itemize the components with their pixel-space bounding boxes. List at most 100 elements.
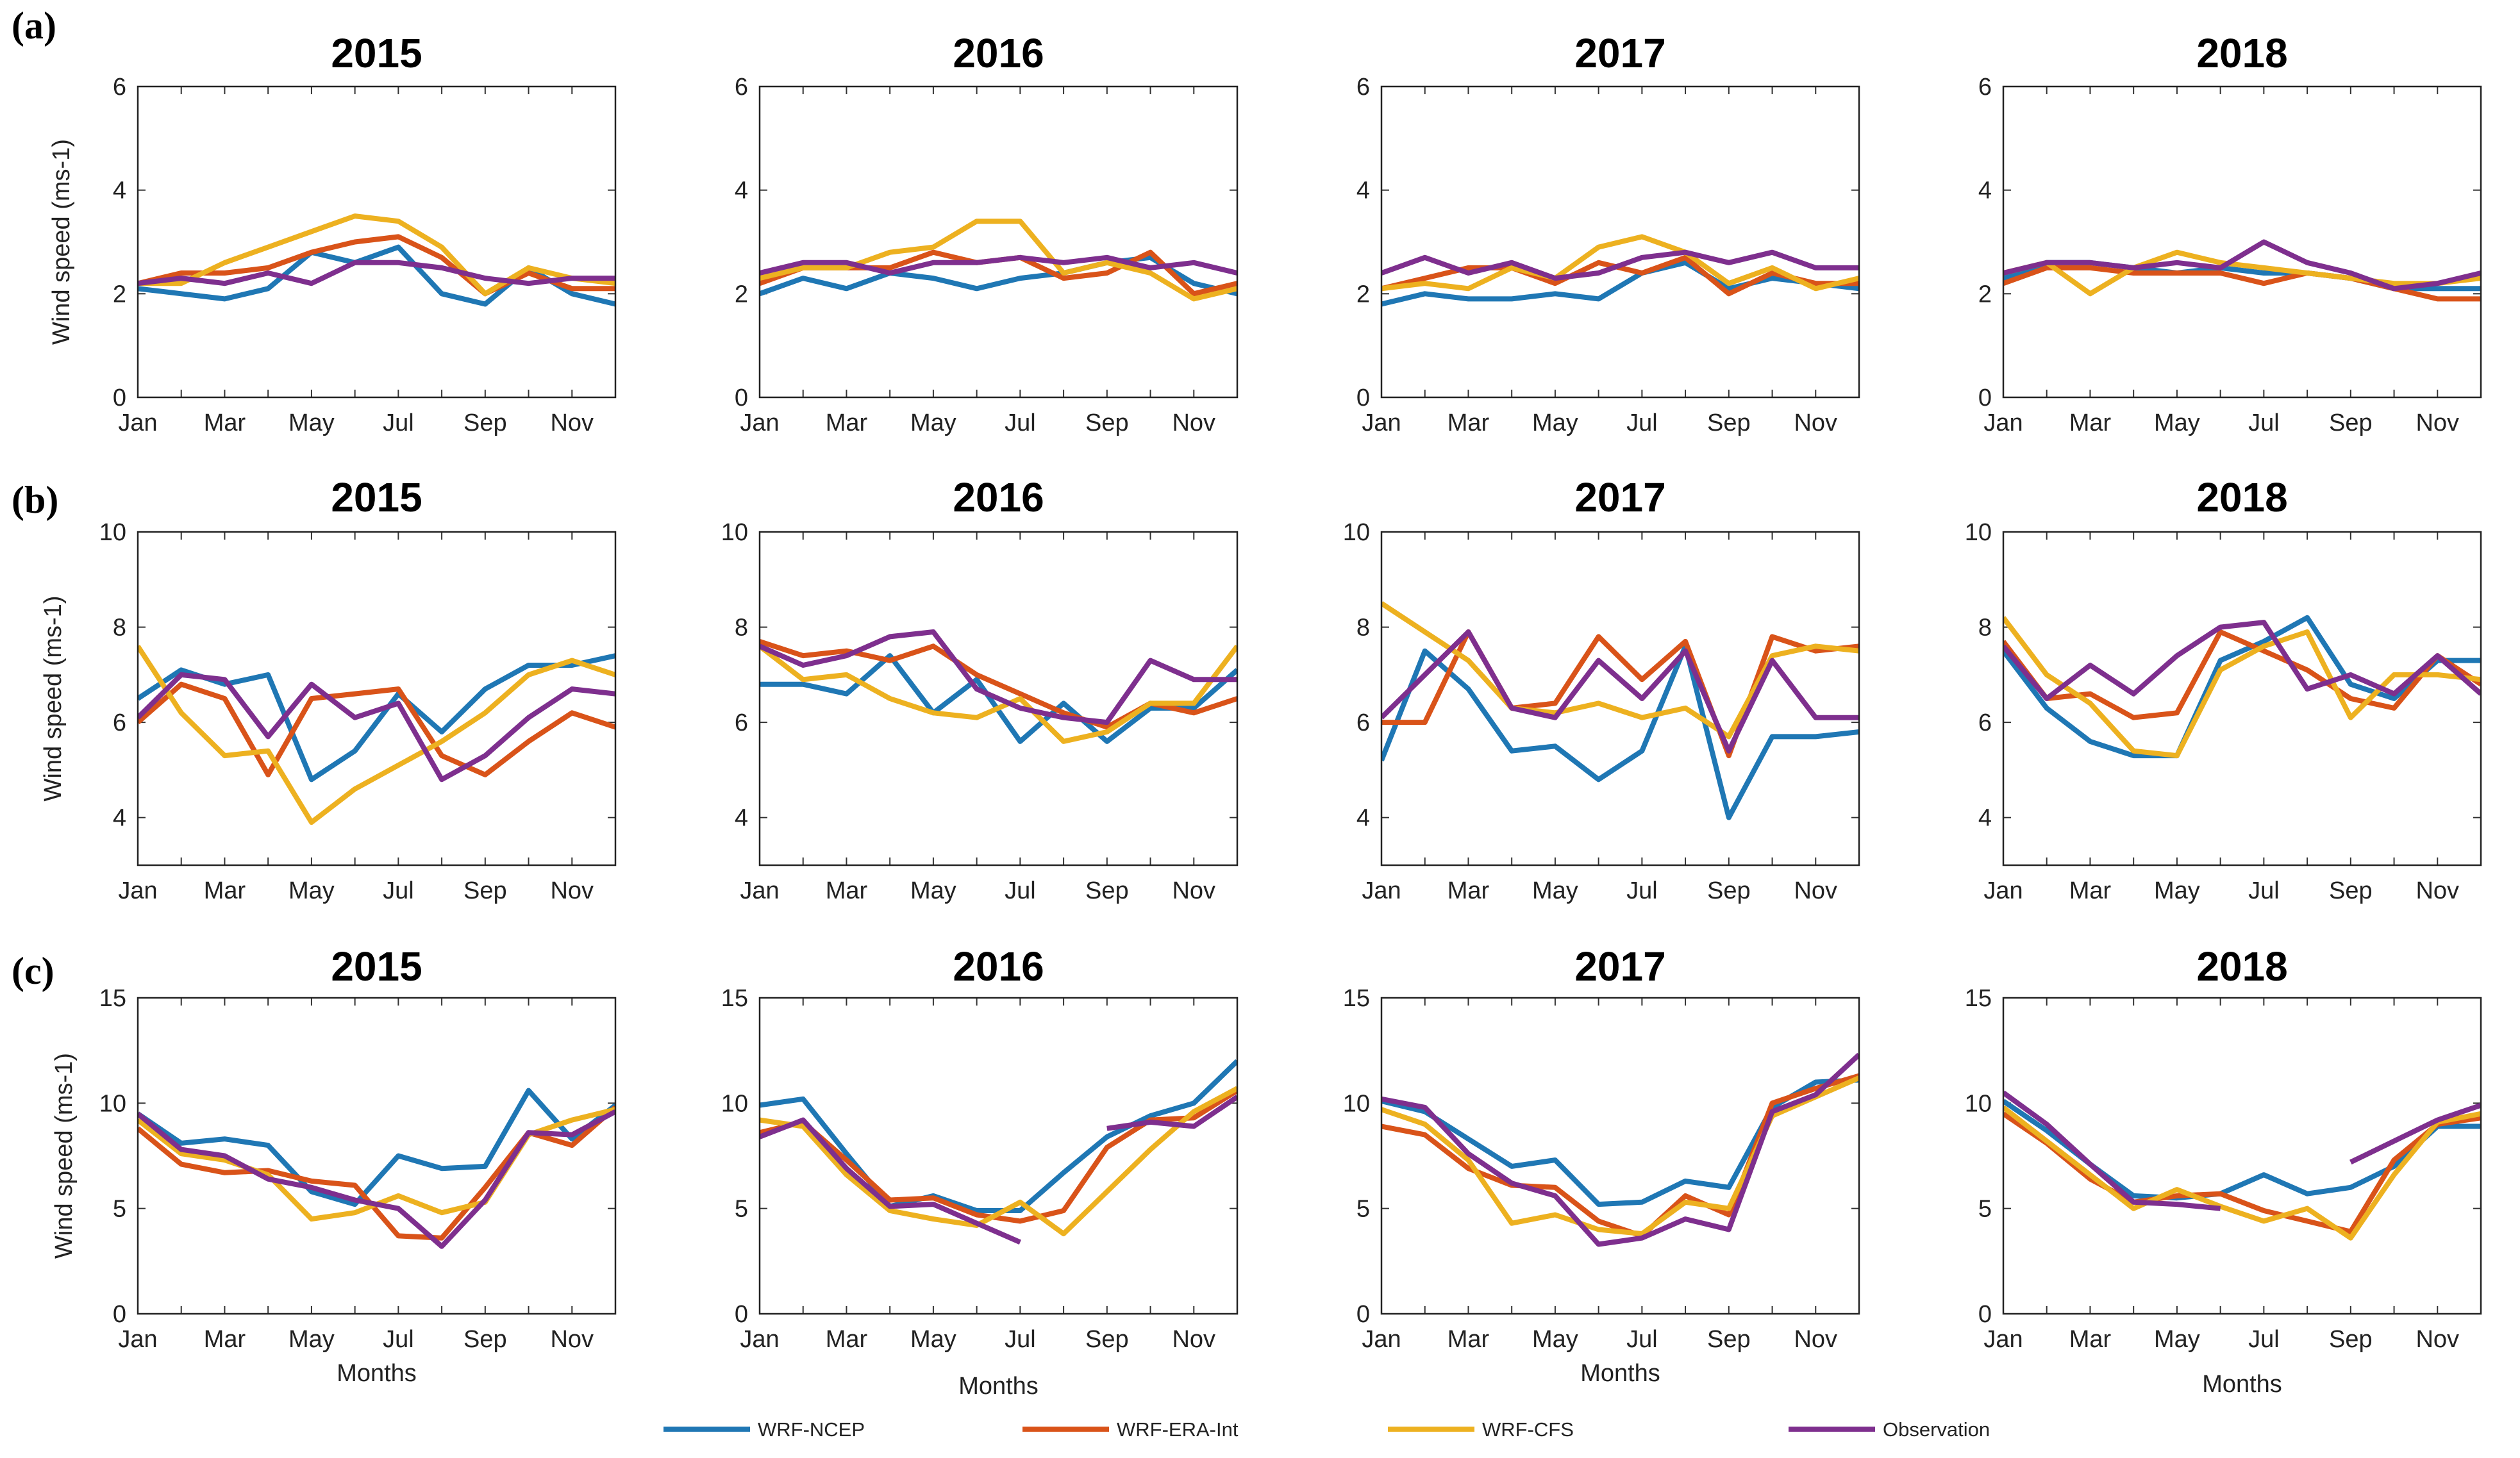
x-tick-label: Mar bbox=[2069, 410, 2112, 436]
series-line-wrf-cfs bbox=[1381, 234, 1859, 292]
y-tick-label: 6 bbox=[1978, 74, 1992, 101]
series-line-wrf-ncep bbox=[1381, 643, 1859, 820]
panel-b-2015: 2015 4 6 8 10 Jan Mar May Jul Sep Nov Wind speed (m… bbox=[40, 474, 617, 904]
x-tick-label: May bbox=[910, 877, 956, 904]
y-tick-label: 0 bbox=[1356, 385, 1370, 411]
x-tick-label: Sep bbox=[463, 1326, 507, 1353]
x-tick-label: Nov bbox=[2416, 877, 2459, 904]
x-tick-label: Sep bbox=[463, 410, 507, 436]
y-tick-label: 2 bbox=[113, 281, 126, 308]
panel-title: 2015 bbox=[331, 30, 422, 76]
x-tick-label: Jan bbox=[740, 1326, 779, 1353]
row-label-b: (b) bbox=[12, 479, 58, 521]
x-axis-label: Months bbox=[2202, 1371, 2282, 1398]
series-line-observation bbox=[2003, 1090, 2481, 1211]
y-tick-label: 6 bbox=[113, 709, 126, 736]
y-tick-label: 10 bbox=[99, 519, 126, 546]
series-line-wrf-ncep bbox=[138, 1088, 615, 1207]
x-tick-label: Sep bbox=[2329, 877, 2373, 904]
x-tick-label: Jul bbox=[1005, 877, 1036, 904]
x-axis-label: Months bbox=[958, 1373, 1039, 1400]
panel-c-2016: 2016 0 5 10 15 Jan Mar May Jul Sep Nov Months bbox=[721, 943, 1239, 1400]
y-tick-label: 6 bbox=[1978, 709, 1992, 736]
series-line-wrf-era-int bbox=[2003, 265, 2481, 302]
x-tick-label: Jan bbox=[1983, 410, 2023, 436]
x-tick-label: Jul bbox=[1626, 410, 1658, 436]
x-tick-label: Jul bbox=[2248, 877, 2280, 904]
plot-frame bbox=[2002, 531, 2482, 866]
panel-c-2018: 2018 0 5 10 15 Jan Mar May Jul Sep Nov Months bbox=[1965, 943, 2482, 1398]
x-tick-label: Nov bbox=[2416, 410, 2459, 436]
series-line-wrf-cfs bbox=[2003, 1105, 2481, 1241]
y-tick-label: 4 bbox=[735, 178, 748, 204]
y-tick-label: 10 bbox=[1965, 1090, 1992, 1117]
x-tick-label: May bbox=[2154, 410, 2200, 436]
series-line-wrf-ncep bbox=[2003, 615, 2481, 759]
series-line-observation bbox=[138, 1109, 615, 1249]
y-tick-label: 8 bbox=[1978, 615, 1992, 642]
plot-frame bbox=[137, 85, 617, 399]
series-line-observation bbox=[1381, 249, 1859, 281]
series-line-wrf-ncep bbox=[138, 653, 615, 783]
row-label-a: (a) bbox=[12, 4, 56, 47]
y-tick-label: 8 bbox=[735, 615, 748, 642]
legend-label-wrf-era-int: WRF-ERA-Int bbox=[1117, 1418, 1239, 1441]
plot-frame bbox=[758, 85, 1239, 399]
y-tick-label: 5 bbox=[1978, 1196, 1992, 1223]
y-tick-label: 2 bbox=[735, 281, 748, 308]
x-tick-label: May bbox=[288, 1326, 335, 1353]
plot-frame bbox=[758, 531, 1239, 866]
panel-title: 2016 bbox=[953, 474, 1044, 520]
x-tick-label: Jan bbox=[1362, 877, 1401, 904]
y-tick-label: 4 bbox=[1978, 805, 1992, 832]
series-line-wrf-era-int bbox=[1381, 629, 1859, 759]
x-tick-label: Sep bbox=[1085, 1326, 1129, 1353]
x-tick-label: Jul bbox=[383, 410, 414, 436]
series-line-wrf-era-int bbox=[2003, 629, 2481, 720]
panel-title: 2015 bbox=[331, 474, 422, 520]
y-tick-label: 4 bbox=[1356, 178, 1370, 204]
panel-c-2015: 2015 0 5 10 15 Jan Mar May Jul Sep Nov Wind speed (… bbox=[51, 943, 617, 1387]
panel-title: 2017 bbox=[1574, 474, 1665, 520]
series-line-wrf-cfs bbox=[138, 645, 615, 825]
x-tick-label: Jul bbox=[1005, 1326, 1036, 1353]
y-tick-label: 0 bbox=[735, 385, 748, 411]
y-tick-label: 2 bbox=[1356, 281, 1370, 308]
y-tick-label: 0 bbox=[1356, 1301, 1370, 1328]
series-line-wrf-ncep bbox=[1381, 260, 1859, 307]
series-line-observation bbox=[2003, 620, 2481, 701]
panel-title: 2018 bbox=[2196, 943, 2287, 990]
series-line-wrf-cfs bbox=[1381, 601, 1859, 740]
x-tick-label: Sep bbox=[1707, 410, 1751, 436]
x-axis-label: Months bbox=[337, 1360, 417, 1387]
y-tick-label: 8 bbox=[1356, 615, 1370, 642]
series-line-observation bbox=[760, 1095, 1237, 1245]
x-tick-label: May bbox=[2154, 877, 2200, 904]
x-tick-label: Sep bbox=[1707, 877, 1751, 904]
x-tick-label: Sep bbox=[2329, 410, 2373, 436]
series-line-wrf-era-int bbox=[138, 234, 615, 297]
x-tick-label: May bbox=[288, 410, 335, 436]
series-line-observation bbox=[2003, 239, 2481, 292]
y-tick-label: 0 bbox=[113, 385, 126, 411]
panel-a-2016: 2016 0 2 4 6 Jan Mar May Jul Sep Nov bbox=[735, 30, 1239, 436]
row-label-c: (c) bbox=[12, 950, 54, 992]
series-line-wrf-era-int bbox=[1381, 1073, 1859, 1239]
panel-title: 2017 bbox=[1574, 943, 1665, 990]
legend-label-wrf-ncep: WRF-NCEP bbox=[758, 1418, 865, 1441]
panel-b-2017: 2017 4 6 8 10 Jan Mar May Jul Sep Nov bbox=[1343, 474, 1860, 904]
x-tick-label: Nov bbox=[550, 877, 594, 904]
y-tick-label: 10 bbox=[1343, 1090, 1370, 1117]
x-tick-label: Jan bbox=[1983, 877, 2023, 904]
panel-a-2017: 2017 0 2 4 6 Jan Mar May Jul Sep Nov bbox=[1356, 30, 1860, 436]
series-line-wrf-cfs bbox=[760, 219, 1237, 302]
x-tick-label: Jan bbox=[118, 410, 157, 436]
x-axis-label: Months bbox=[1580, 1360, 1660, 1387]
x-tick-label: May bbox=[288, 877, 335, 904]
plot-frame bbox=[137, 531, 617, 866]
x-tick-label: Mar bbox=[826, 1326, 868, 1353]
series-line-wrf-era-int bbox=[760, 1088, 1237, 1224]
panel-title: 2015 bbox=[331, 943, 422, 990]
y-tick-label: 0 bbox=[1978, 1301, 1992, 1328]
